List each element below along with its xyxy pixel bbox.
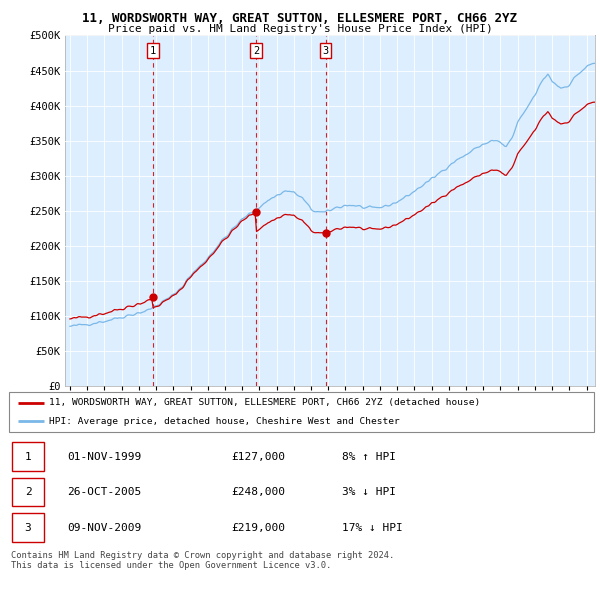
Bar <box>12 478 44 506</box>
Text: 2: 2 <box>253 46 259 56</box>
Text: 11, WORDSWORTH WAY, GREAT SUTTON, ELLESMERE PORT, CH66 2YZ (detached house): 11, WORDSWORTH WAY, GREAT SUTTON, ELLESM… <box>49 398 480 408</box>
Text: £127,000: £127,000 <box>232 451 286 461</box>
Text: This data is licensed under the Open Government Licence v3.0.: This data is licensed under the Open Gov… <box>11 561 331 570</box>
Text: HPI: Average price, detached house, Cheshire West and Chester: HPI: Average price, detached house, Ches… <box>49 417 400 426</box>
Text: 26-OCT-2005: 26-OCT-2005 <box>67 487 142 497</box>
Bar <box>12 513 44 542</box>
Text: 3% ↓ HPI: 3% ↓ HPI <box>343 487 397 497</box>
Text: 09-NOV-2009: 09-NOV-2009 <box>67 523 142 533</box>
Text: 3: 3 <box>322 46 329 56</box>
Text: 11, WORDSWORTH WAY, GREAT SUTTON, ELLESMERE PORT, CH66 2YZ: 11, WORDSWORTH WAY, GREAT SUTTON, ELLESM… <box>83 12 517 25</box>
Text: Price paid vs. HM Land Registry's House Price Index (HPI): Price paid vs. HM Land Registry's House … <box>107 24 493 34</box>
Text: Contains HM Land Registry data © Crown copyright and database right 2024.: Contains HM Land Registry data © Crown c… <box>11 551 394 560</box>
Text: 01-NOV-1999: 01-NOV-1999 <box>67 451 142 461</box>
Bar <box>12 442 44 471</box>
Text: 3: 3 <box>25 523 31 533</box>
Text: £248,000: £248,000 <box>232 487 286 497</box>
Text: 17% ↓ HPI: 17% ↓ HPI <box>343 523 403 533</box>
Text: 1: 1 <box>25 451 31 461</box>
Text: 8% ↑ HPI: 8% ↑ HPI <box>343 451 397 461</box>
Text: 2: 2 <box>25 487 31 497</box>
Text: £219,000: £219,000 <box>232 523 286 533</box>
Text: 1: 1 <box>150 46 156 56</box>
